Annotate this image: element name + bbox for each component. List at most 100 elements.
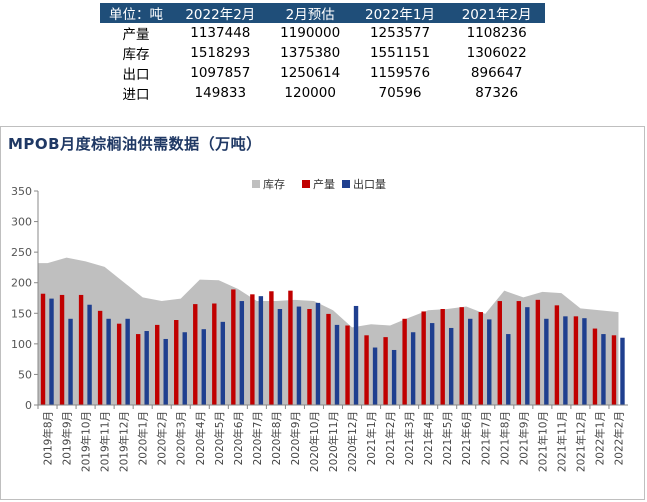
header-col-2: 2月预估 xyxy=(268,3,352,23)
export-bar xyxy=(125,318,130,405)
x-tick-label: 2020年6月 xyxy=(232,411,245,465)
table-cell: 70596 xyxy=(378,85,422,101)
x-tick-label: 2020年1月 xyxy=(137,411,150,465)
chart-panel xyxy=(0,126,645,500)
export-bar xyxy=(620,337,625,405)
x-tick-label: 2021年2月 xyxy=(384,411,397,465)
y-tick-label: 300 xyxy=(11,216,32,229)
export-bar xyxy=(601,334,606,405)
export-bar xyxy=(506,334,511,405)
table-row: 出口 1097857 1250614 1159576 896647 xyxy=(100,63,545,83)
export-bar xyxy=(582,318,587,405)
row-label: 库存 xyxy=(122,47,150,63)
production-bar xyxy=(383,337,388,405)
production-bar xyxy=(212,303,217,405)
production-bar xyxy=(402,318,407,405)
x-tick-label: 2021年11月 xyxy=(555,411,568,472)
export-bar xyxy=(163,338,168,405)
y-tick-label: 0 xyxy=(25,399,32,412)
x-tick-label: 2021年12月 xyxy=(574,411,587,472)
export-bar xyxy=(258,296,264,405)
production-bar xyxy=(326,313,331,405)
table-cell: 120000 xyxy=(284,85,336,101)
legend-production-label: 产量 xyxy=(313,177,335,191)
x-tick-label: 2022年2月 xyxy=(612,411,625,465)
header-col-4: 2021年2月 xyxy=(448,3,545,23)
x-tick-label: 2021年8月 xyxy=(498,411,511,465)
production-bar xyxy=(250,294,255,405)
x-tick-label: 2021年4月 xyxy=(422,411,435,465)
table-cell: 1108236 xyxy=(466,25,527,41)
export-bar xyxy=(563,316,568,405)
y-tick-label: 200 xyxy=(11,277,32,290)
export-bar xyxy=(487,319,492,405)
production-bar xyxy=(193,304,198,405)
y-tick-label: 150 xyxy=(11,307,32,320)
legend-inventory-swatch xyxy=(252,180,260,188)
production-bar xyxy=(345,325,350,405)
export-bar xyxy=(144,331,149,405)
table-cell: 1250614 xyxy=(280,65,341,81)
production-bar xyxy=(459,307,464,405)
production-bar xyxy=(516,301,522,405)
table-cell: 1375380 xyxy=(280,45,341,61)
table-row: 库存 1518293 1375380 1551151 1306022 xyxy=(100,43,545,63)
table-cell: 1137448 xyxy=(190,25,251,41)
export-bar xyxy=(372,347,378,405)
table-row: 产量 1137448 1190000 1253577 1108236 xyxy=(100,23,545,43)
x-tick-label: 2021年3月 xyxy=(403,411,416,465)
x-tick-label: 2021年6月 xyxy=(460,411,473,465)
x-tick-label: 2022年1月 xyxy=(593,411,606,465)
x-tick-label: 2021年9月 xyxy=(517,411,530,465)
y-tick-label: 350 xyxy=(11,185,32,198)
export-bar xyxy=(391,349,397,405)
chart-title: MPOB月度棕榈油供需数据（万吨） xyxy=(8,135,262,153)
production-bar xyxy=(269,291,274,405)
production-bar xyxy=(135,334,141,405)
export-bar xyxy=(525,307,530,405)
export-bar xyxy=(277,309,283,405)
y-tick-label: 100 xyxy=(11,338,32,351)
x-tick-label: 2019年9月 xyxy=(61,411,74,465)
export-bar xyxy=(296,306,302,405)
export-bar xyxy=(68,318,73,405)
x-tick-label: 2021年1月 xyxy=(365,411,378,465)
x-tick-label: 2020年11月 xyxy=(327,411,340,472)
row-label: 出口 xyxy=(122,67,150,83)
production-bar xyxy=(573,316,579,405)
export-bar xyxy=(182,332,187,405)
table-header-row: 单位：吨 2022年2月 2月预估 2022年1月 2021年2月 xyxy=(100,3,545,23)
legend-export-swatch xyxy=(342,180,350,188)
x-tick-label: 2019年8月 xyxy=(42,411,55,465)
production-bar xyxy=(554,305,560,405)
export-bar xyxy=(201,329,206,405)
legend-production-swatch xyxy=(302,180,310,188)
x-tick-label: 2020年10月 xyxy=(308,411,321,472)
production-bar xyxy=(288,290,293,405)
table-cell: 1253577 xyxy=(369,25,431,41)
production-bar xyxy=(40,293,46,405)
export-bar xyxy=(87,304,92,405)
row-label: 产量 xyxy=(122,27,150,43)
header-col-3: 2022年1月 xyxy=(351,3,449,23)
legend-inventory-label: 库存 xyxy=(263,177,285,191)
x-tick-label: 2020年8月 xyxy=(270,411,283,465)
production-bar xyxy=(497,301,502,405)
table-cell: 1097857 xyxy=(190,65,251,81)
export-bar xyxy=(334,324,340,405)
production-bar xyxy=(611,335,617,405)
export-bar xyxy=(429,323,435,405)
x-tick-label: 2019年12月 xyxy=(118,411,131,472)
x-tick-label: 2020年7月 xyxy=(251,411,264,465)
x-tick-label: 2020年9月 xyxy=(289,411,302,465)
production-bar xyxy=(440,309,445,405)
production-bar xyxy=(364,335,369,405)
table-cell: 1159576 xyxy=(369,65,431,81)
export-bar xyxy=(468,318,473,405)
x-tick-label: 2020年12月 xyxy=(346,411,359,472)
production-bar xyxy=(421,311,426,405)
production-bar xyxy=(155,324,160,405)
supply-demand-table: 单位：吨 2022年2月 2月预估 2022年1月 2021年2月 产量 113… xyxy=(100,3,545,103)
legend-export-label: 出口量 xyxy=(353,177,386,191)
